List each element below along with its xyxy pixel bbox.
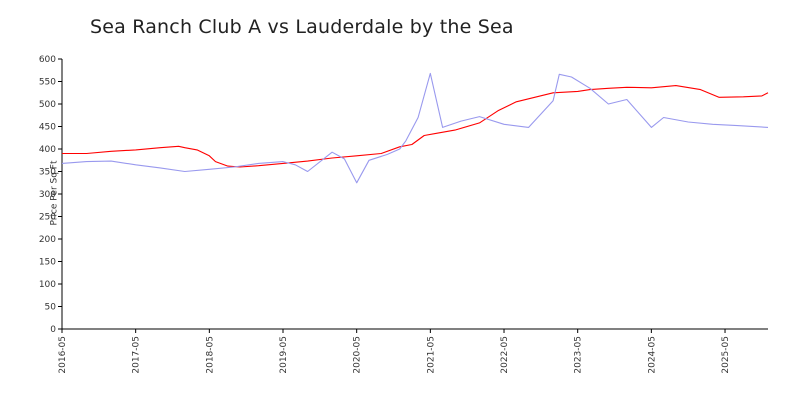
x-tick-label: 2023-05 [574, 336, 584, 374]
y-tick-label: 150 [39, 258, 56, 268]
y-tick-label: 200 [39, 235, 56, 245]
chart-title: Sea Ranch Club A vs Lauderdale by the Se… [90, 16, 514, 38]
y-tick-label: 50 [45, 303, 57, 313]
series-line-2 [61, 72, 769, 184]
y-tick-label: 600 [39, 55, 56, 65]
x-tick-label: 2022-05 [500, 336, 510, 374]
x-tick-label: 2020-05 [353, 336, 363, 374]
series-line-1 [62, 85, 769, 168]
x-tick-label: 2025-05 [721, 336, 731, 374]
y-tick-label: 0 [50, 325, 56, 335]
x-tick-label: 2021-05 [426, 336, 436, 374]
x-tick-label: 2018-05 [205, 336, 215, 374]
x-tick-label: 2016-05 [58, 336, 68, 374]
x-tick-label: 2019-05 [279, 336, 289, 374]
y-tick-label: 300 [39, 190, 56, 200]
x-tick-label: 2017-05 [132, 336, 142, 374]
y-tick-label: 450 [39, 123, 56, 133]
x-tick-label: 2024-05 [647, 336, 657, 374]
y-tick-label: 250 [39, 213, 56, 223]
y-tick-label: 550 [39, 78, 56, 88]
y-tick-label: 350 [39, 168, 56, 178]
y-tick-label: 500 [39, 100, 56, 110]
y-tick-label: 400 [39, 145, 56, 155]
y-tick-label: 100 [39, 280, 56, 290]
